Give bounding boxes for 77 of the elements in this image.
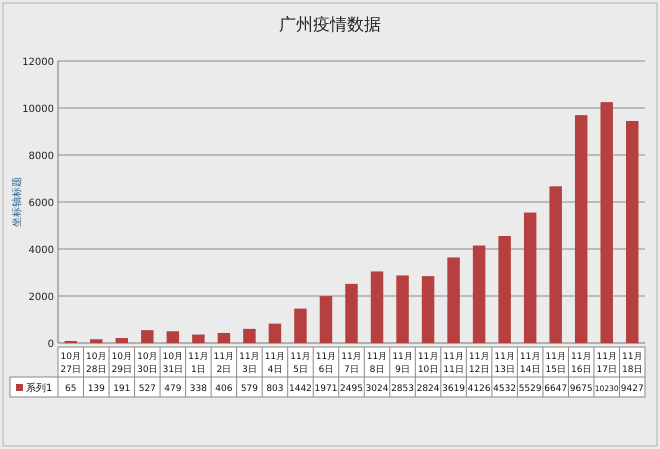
- data-label: 803: [266, 384, 284, 394]
- data-label: 6647: [544, 384, 568, 394]
- data-label: 3024: [366, 384, 389, 394]
- bar: [192, 334, 205, 344]
- bar: [218, 332, 230, 344]
- bar: [498, 236, 511, 344]
- data-label: 2853: [391, 384, 414, 394]
- x-tick-label: 11月8日: [366, 352, 388, 375]
- bar: [243, 328, 256, 344]
- y-tick-label: 0: [48, 339, 54, 350]
- x-tick-label: 10月29日: [112, 352, 132, 375]
- bar: [345, 284, 358, 344]
- data-label: 1442: [289, 384, 312, 394]
- bar: [294, 308, 307, 344]
- data-label: 527: [138, 384, 156, 394]
- bar: [626, 120, 638, 344]
- y-tick-label: 4000: [28, 245, 54, 256]
- x-tick-label: 11月4日: [264, 352, 286, 375]
- y-tick-label: 12000: [22, 57, 54, 68]
- x-tick-label: 10月27日: [60, 352, 81, 375]
- data-label: 191: [113, 384, 130, 394]
- x-tick-label: 11月16日: [570, 352, 592, 375]
- x-tick-label: 11月3日: [239, 352, 260, 375]
- data-label: 3619: [442, 384, 466, 394]
- bar: [524, 212, 536, 344]
- y-axis-title: 坐标轴标题: [11, 177, 23, 227]
- x-tick-label: 11月5日: [290, 352, 311, 375]
- data-label: 139: [88, 384, 106, 394]
- x-tick-label: 11月6日: [316, 352, 336, 375]
- bar: [116, 338, 128, 344]
- data-label: 479: [164, 384, 182, 394]
- data-label: 2824: [416, 384, 440, 394]
- data-label: 65: [65, 384, 76, 394]
- bar: [600, 102, 613, 344]
- data-label: 4532: [493, 384, 516, 394]
- data-label: 9675: [570, 384, 593, 394]
- bar: [574, 115, 588, 344]
- bar: [396, 275, 409, 344]
- data-label: 9427: [620, 384, 644, 394]
- y-tick-label: 6000: [28, 198, 54, 209]
- y-tick-label: 2000: [28, 292, 54, 303]
- x-tick-label: 11月11日: [443, 352, 464, 375]
- x-tick-label: 11月13日: [494, 352, 515, 375]
- x-tick-label: 11月12日: [468, 352, 490, 375]
- x-tick-label: 11月14日: [520, 352, 540, 375]
- data-label: 1971: [314, 384, 338, 394]
- bar: [472, 246, 486, 344]
- data-label: 2495: [340, 384, 363, 394]
- y-tick-label: 8000: [28, 151, 54, 162]
- bar: [268, 324, 282, 344]
- x-tick-label: 11月1日: [188, 352, 209, 375]
- x-tick-label: 11月2日: [214, 352, 234, 375]
- data-label: 406: [215, 384, 233, 394]
- legend-label: 系列1: [26, 382, 52, 394]
- x-tick-label: 10月28日: [86, 352, 107, 375]
- x-tick-label: 10月30日: [137, 352, 158, 375]
- bar: [549, 186, 562, 344]
- data-label: 579: [240, 384, 258, 394]
- bar: [422, 276, 434, 344]
- data-label: 5529: [518, 384, 542, 394]
- bar: [166, 331, 180, 344]
- y-tick-label: 10000: [22, 104, 54, 115]
- bar: [320, 296, 332, 344]
- data-label: 4126: [468, 384, 491, 394]
- bar: [90, 339, 103, 344]
- x-tick-label: 11月18日: [622, 352, 642, 375]
- bar: [141, 330, 154, 344]
- chart-title: 广州疫情数据: [279, 15, 381, 35]
- x-tick-label: 11月10日: [418, 352, 438, 375]
- x-tick-label: 11月17日: [596, 352, 617, 375]
- bar: [370, 271, 384, 344]
- x-tick-label: 11月7日: [341, 352, 362, 375]
- x-tick-label: 11月15日: [545, 352, 566, 375]
- bar: [447, 257, 460, 344]
- data-label: 338: [190, 384, 208, 394]
- x-tick-label: 10月31日: [162, 352, 184, 375]
- x-tick-label: 11月9日: [392, 352, 413, 375]
